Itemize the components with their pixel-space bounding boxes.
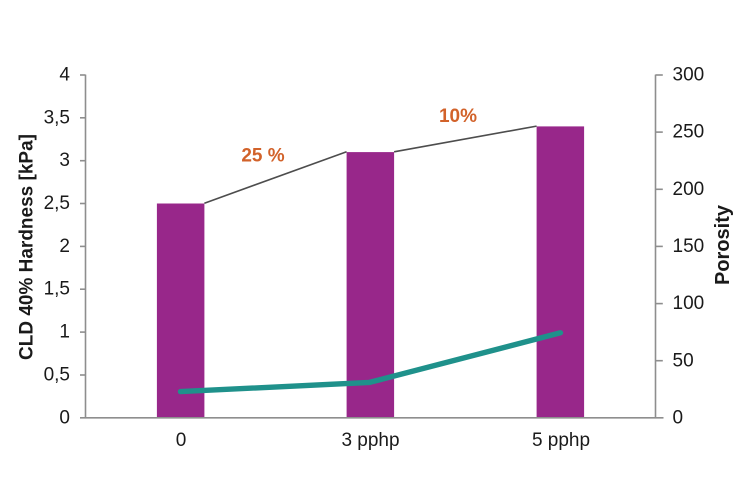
svg-text:100: 100 xyxy=(673,293,705,314)
svg-text:25 %: 25 % xyxy=(241,145,284,166)
svg-text:5 pphp: 5 pphp xyxy=(532,430,590,451)
svg-text:10%: 10% xyxy=(439,106,477,127)
svg-text:2,5: 2,5 xyxy=(44,193,70,214)
svg-text:4: 4 xyxy=(59,65,70,86)
svg-text:200: 200 xyxy=(673,179,705,200)
svg-text:3 pphp: 3 pphp xyxy=(341,430,399,451)
svg-text:3: 3 xyxy=(59,150,70,171)
svg-text:250: 250 xyxy=(673,122,705,143)
svg-text:300: 300 xyxy=(673,65,705,86)
svg-text:50: 50 xyxy=(673,350,694,371)
svg-text:2: 2 xyxy=(59,236,70,257)
svg-text:1: 1 xyxy=(59,322,70,343)
svg-text:0: 0 xyxy=(673,407,684,428)
svg-text:0,5: 0,5 xyxy=(44,365,70,386)
svg-text:CLD 40% Hardness [kPa]: CLD 40% Hardness [kPa] xyxy=(17,134,38,360)
svg-text:150: 150 xyxy=(673,236,705,257)
svg-text:Porosity: Porosity xyxy=(712,204,734,285)
svg-text:0: 0 xyxy=(176,430,187,451)
svg-text:3,5: 3,5 xyxy=(44,107,70,128)
svg-text:1,5: 1,5 xyxy=(44,279,70,300)
svg-text:0: 0 xyxy=(59,407,70,428)
